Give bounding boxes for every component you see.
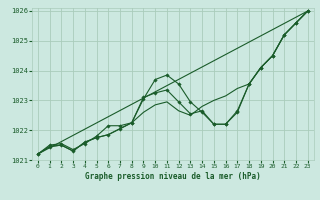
X-axis label: Graphe pression niveau de la mer (hPa): Graphe pression niveau de la mer (hPa) — [85, 172, 261, 181]
